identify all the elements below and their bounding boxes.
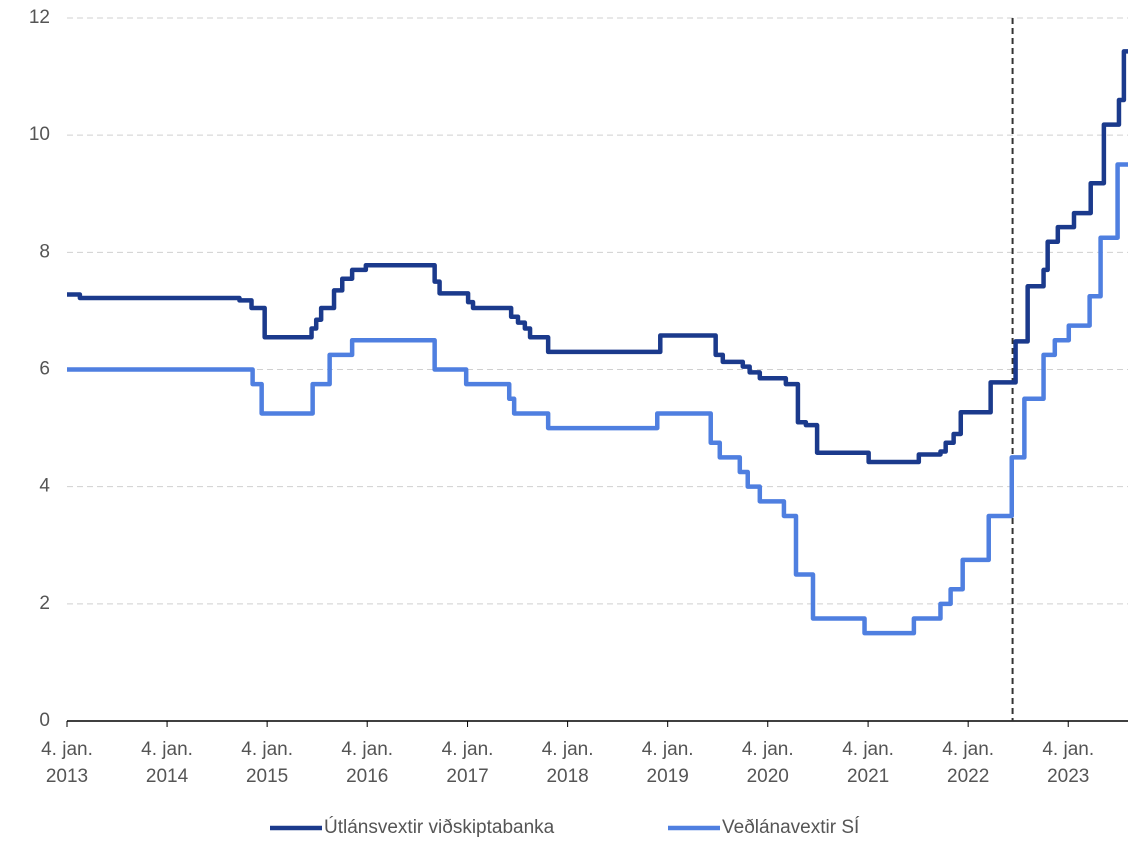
x-tick-label: 2017 bbox=[446, 766, 488, 787]
x-tick-label: 4. jan. bbox=[442, 739, 494, 760]
x-tick-label: 4. jan. bbox=[942, 739, 994, 760]
x-tick-label: 2020 bbox=[747, 766, 789, 787]
x-tick-label: 4. jan. bbox=[542, 739, 594, 760]
x-tick-label: 2016 bbox=[346, 766, 388, 787]
series-line bbox=[67, 49, 1128, 465]
x-tick-label: 4. jan. bbox=[742, 739, 794, 760]
y-tick-label: 4 bbox=[39, 476, 50, 497]
y-tick-label: 2 bbox=[39, 593, 50, 614]
x-tick-label: 2021 bbox=[847, 766, 889, 787]
y-tick-label: 8 bbox=[39, 241, 50, 262]
x-tick-label: 4. jan. bbox=[341, 739, 393, 760]
x-tick-label: 4. jan. bbox=[141, 739, 193, 760]
y-tick-label: 12 bbox=[29, 7, 50, 28]
x-tick-label: 4. jan. bbox=[842, 739, 894, 760]
x-tick-label: 2014 bbox=[146, 766, 189, 787]
y-tick-label: 10 bbox=[29, 124, 50, 145]
x-tick-label: 2022 bbox=[947, 766, 989, 787]
x-tick-label: 2023 bbox=[1047, 766, 1089, 787]
x-tick-label: 4. jan. bbox=[1042, 739, 1094, 760]
y-tick-label: 0 bbox=[39, 710, 50, 731]
series-line bbox=[67, 162, 1128, 636]
legend-label: Útlánsvextir viðskiptabanka bbox=[324, 816, 555, 838]
legend-label: Veðlánavextir SÍ bbox=[722, 817, 860, 838]
x-tick-label: 4. jan. bbox=[241, 739, 293, 760]
x-tick-label: 2018 bbox=[546, 766, 588, 787]
x-tick-label: 2013 bbox=[46, 766, 88, 787]
x-tick-label: 2019 bbox=[647, 766, 689, 787]
y-tick-label: 6 bbox=[39, 359, 50, 380]
x-tick-label: 4. jan. bbox=[41, 739, 93, 760]
x-tick-label: 2015 bbox=[246, 766, 288, 787]
x-tick-label: 4. jan. bbox=[642, 739, 694, 760]
